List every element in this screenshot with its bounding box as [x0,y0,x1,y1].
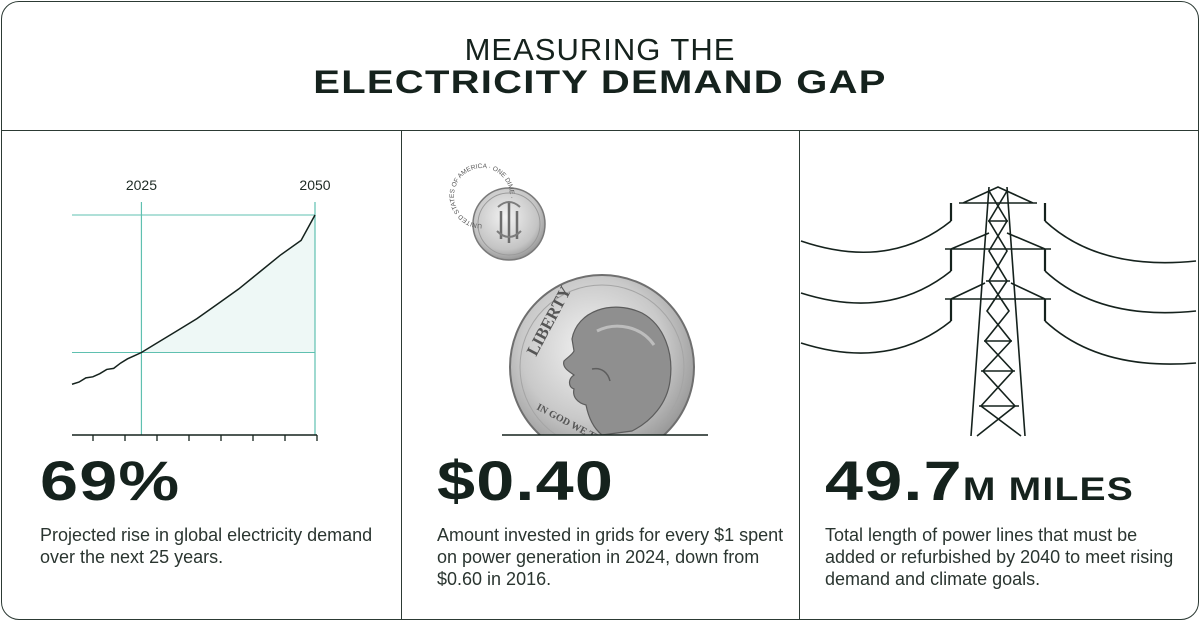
wire-left-3 [800,320,952,354]
small-dime: UNITED STATES OF AMERICA · ONE DIME · [449,163,546,261]
desc-grid-investment: Amount invested in grids for every $1 sp… [437,525,784,589]
stat-grid-investment: $0.40 [437,449,615,512]
panel-demand-rise: 2025 2050 69% Projected rise in global el… [2,131,400,619]
desc-demand-rise: Projected rise in global electricity dem… [40,525,373,567]
stat-power-lines: 49.7M MILES [825,453,1134,509]
wire-left-2 [800,270,952,304]
demand-chart: 2025 2050 [71,177,331,441]
big-dime: LIBERTY IN GOD WE TRUST [509,274,695,435]
power-pylon-illustration [800,186,1197,437]
wire-right-1 [1044,220,1197,264]
stat-power-lines-unit: M MILES [962,471,1135,507]
marker-label-2025: 2025 [126,177,157,193]
stat-power-lines-number: 49.7 [825,449,963,512]
marker-label-2050: 2050 [299,177,330,193]
title-line2: ELECTRICITY DEMAND GAP [313,64,887,100]
header: MEASURING THE ELECTRICITY DEMAND GAP [2,2,1198,131]
wire-right-3 [1044,320,1197,365]
pylon-tower [945,186,1051,437]
panel-grid-investment: UNITED STATES OF AMERICA · ONE DIME · LI… [401,131,800,619]
panel-power-lines: 49.7M MILES Total length of power lines … [799,131,1198,619]
desc-power-lines: Total length of power lines that must be… [825,525,1174,589]
dime-illustration: UNITED STATES OF AMERICA · ONE DIME · LI… [449,163,708,436]
title-line1: MEASURING THE [464,32,736,67]
stat-demand-rise: 69% [40,449,181,512]
demand-line [71,214,316,385]
wire-right-2 [1044,270,1197,314]
wire-left-1 [800,220,952,254]
demand-gap-area [141,215,315,353]
